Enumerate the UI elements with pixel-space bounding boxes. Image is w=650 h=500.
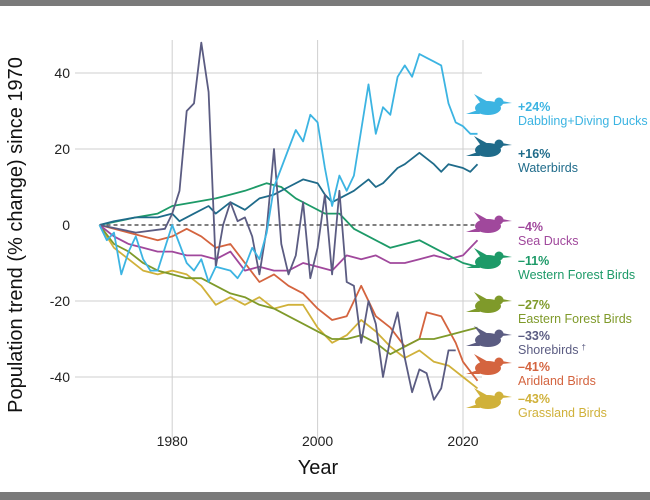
y-axis-label: Population trend (% change) since 1970 <box>5 57 27 413</box>
x-tick-labels: 1980 2000 2020 <box>157 433 479 449</box>
top-border <box>0 0 650 6</box>
y-tick-label: 0 <box>62 217 70 233</box>
legend-value: –33% <box>518 329 550 343</box>
legend-name: Shorebirds † <box>518 343 586 357</box>
legend-value: –41% <box>518 360 550 374</box>
legend-item: –4%Sea Ducks <box>466 212 578 248</box>
legend-value: –11% <box>518 254 549 268</box>
duck-flying-icon <box>466 94 512 115</box>
series-line-western-forest-birds <box>99 182 478 268</box>
legend-name: Dabbling+Diving Ducks <box>518 114 648 128</box>
legend-value: –4% <box>518 220 543 234</box>
series-line-grassland-birds <box>98 224 479 390</box>
x-tick-label: 2020 <box>447 433 478 449</box>
hummingbird-icon <box>466 248 512 269</box>
legend-name: Sea Ducks <box>518 234 578 248</box>
legend-name: Aridland Birds <box>518 374 596 388</box>
grid <box>75 40 482 440</box>
legend-item: –27%Eastern Forest Birds <box>466 292 632 326</box>
series-lines <box>98 41 479 401</box>
legend-value: –43% <box>518 392 550 406</box>
legend-value: +16% <box>518 147 550 161</box>
x-tick-label: 1980 <box>157 433 188 449</box>
x-axis-label: Year <box>298 457 339 479</box>
series-line-shorebirds <box>99 41 456 401</box>
series-line-dabbling-diving-ducks <box>98 53 478 283</box>
y-tick-label: 20 <box>54 141 70 157</box>
legend-name: Waterbirds <box>518 161 578 175</box>
aridland-bird-icon <box>466 354 512 375</box>
legend-name: Western Forest Birds <box>518 268 635 282</box>
legend-item: +16%Waterbirds <box>466 136 578 175</box>
y-tick-label: 40 <box>54 65 70 81</box>
legend-item: –41%Aridland Birds <box>466 354 596 388</box>
legend-item: –33%Shorebirds † <box>466 326 586 357</box>
legend-item: +24%Dabbling+Diving Ducks <box>466 94 648 128</box>
y-tick-label: -40 <box>50 369 70 385</box>
series-line-waterbirds <box>99 151 479 226</box>
legend-item: –43%Grassland Birds <box>466 388 607 420</box>
series-line-eastern-forest-birds <box>98 224 478 356</box>
series-line-sea-ducks <box>98 224 479 272</box>
y-tick-label: -20 <box>50 293 70 309</box>
series-line-aridland-birds <box>99 224 479 382</box>
legend-item: –11%Western Forest Birds <box>466 248 635 282</box>
legend-value: +24% <box>518 100 550 114</box>
legend-name: Grassland Birds <box>518 406 607 420</box>
legend-value: –27% <box>518 298 550 312</box>
sea-duck-icon <box>466 212 512 233</box>
wading-bird-icon <box>466 136 512 157</box>
meadowlark-icon <box>466 388 512 409</box>
songbird-icon <box>466 292 512 313</box>
bottom-border <box>0 492 650 500</box>
legend-name: Eastern Forest Birds <box>518 312 632 326</box>
y-tick-labels: 40 20 0 -20 -40 <box>50 65 70 385</box>
footnote-marker: † <box>581 343 585 352</box>
legend: +24%Dabbling+Diving Ducks +16%Waterbirds –… <box>466 94 648 420</box>
shorebird-icon <box>466 326 512 347</box>
x-tick-label: 2000 <box>302 433 333 449</box>
